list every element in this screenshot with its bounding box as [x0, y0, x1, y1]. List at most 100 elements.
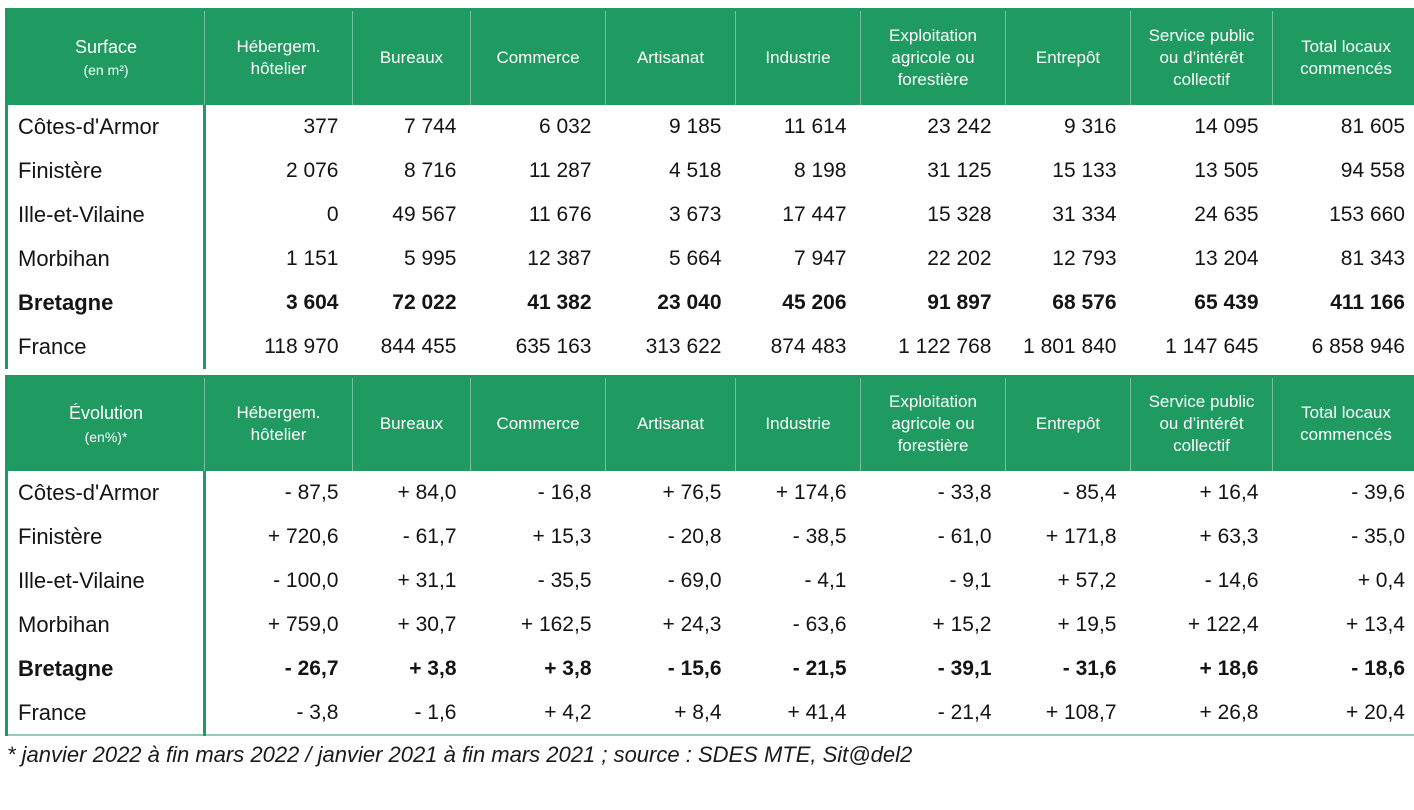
value-cell: + 3,8 — [352, 647, 471, 691]
table-row: Bretagne 3 604 72 022 41 382 23 040 45 206 91 … — [6, 280, 1414, 325]
value-cell: - 85,4 — [1005, 471, 1131, 515]
value-cell: - 87,5 — [204, 471, 353, 515]
value-cell: - 3,8 — [204, 691, 353, 735]
value-cell: 41 382 — [470, 280, 606, 325]
column-header-total: Total locaux commencés — [1272, 9, 1414, 105]
value-cell: 13 505 — [1130, 148, 1273, 193]
column-header-total: Total locaux commencés — [1272, 376, 1414, 471]
value-cell: + 84,0 — [352, 471, 471, 515]
value-cell: 65 439 — [1130, 280, 1273, 325]
value-cell: 6 858 946 — [1272, 324, 1414, 369]
value-cell: 9 185 — [605, 104, 736, 149]
value-cell: 11 614 — [735, 104, 861, 149]
value-cell: + 20,4 — [1272, 691, 1414, 735]
value-cell: 6 032 — [470, 104, 606, 149]
value-cell: - 39,6 — [1272, 471, 1414, 515]
row-label: France — [6, 691, 206, 735]
value-cell: - 9,1 — [860, 559, 1006, 603]
evolution-table: Évolution (en%)* Hébergem. hôtelier Bure… — [5, 374, 1414, 736]
value-cell: 411 166 — [1272, 280, 1414, 325]
value-cell: - 35,5 — [470, 559, 606, 603]
surface-corner-cell: Surface (en m²) — [6, 9, 205, 105]
column-header-exploitation: Exploitation agricole ou forestière — [860, 376, 1006, 471]
value-cell: + 16,4 — [1130, 471, 1273, 515]
value-cell: 313 622 — [605, 324, 736, 369]
column-header-artisanat: Artisanat — [605, 376, 736, 471]
value-cell: 3 604 — [204, 280, 353, 325]
value-cell: - 63,6 — [735, 603, 861, 647]
surface-header-row: Surface (en m²) Hébergem. hôtelier Burea… — [6, 9, 1414, 105]
value-cell: + 108,7 — [1005, 691, 1131, 735]
value-cell: 31 125 — [860, 148, 1006, 193]
table-row: Ille-et-Vilaine - 100,0 + 31,1- 35,5- 69,0… — [6, 559, 1414, 603]
row-label: Côtes-d'Armor — [6, 104, 206, 149]
value-cell: + 18,6 — [1130, 647, 1273, 691]
value-cell: - 31,6 — [1005, 647, 1131, 691]
column-header-bureaux: Bureaux — [352, 376, 471, 471]
value-cell: - 33,8 — [860, 471, 1006, 515]
value-cell: + 174,6 — [735, 471, 861, 515]
value-cell: 13 204 — [1130, 236, 1273, 281]
value-cell: 72 022 — [352, 280, 471, 325]
value-cell: 5 664 — [605, 236, 736, 281]
footnote: * janvier 2022 à fin mars 2022 / janvier… — [7, 742, 913, 767]
value-cell: - 38,5 — [735, 515, 861, 559]
value-cell: + 0,4 — [1272, 559, 1414, 603]
column-header-bureaux: Bureaux — [352, 9, 471, 105]
value-cell: 1 801 840 — [1005, 324, 1131, 369]
value-cell: - 4,1 — [735, 559, 861, 603]
value-cell: + 15,3 — [470, 515, 606, 559]
row-label: Finistère — [6, 515, 206, 559]
value-cell: - 18,6 — [1272, 647, 1414, 691]
value-cell: 9 316 — [1005, 104, 1131, 149]
value-cell: 81 343 — [1272, 236, 1414, 281]
surface-corner-subtitle: (en m²) — [83, 62, 129, 79]
value-cell: 1 122 768 — [860, 324, 1006, 369]
value-cell: + 15,2 — [860, 603, 1006, 647]
value-cell: + 31,1 — [352, 559, 471, 603]
value-cell: 91 897 — [860, 280, 1006, 325]
column-header-entrepot: Entrepôt — [1005, 376, 1131, 471]
value-cell: 874 483 — [735, 324, 861, 369]
row-label: Bretagne — [6, 647, 206, 691]
column-header-industrie: Industrie — [735, 9, 861, 105]
value-cell: - 21,5 — [735, 647, 861, 691]
column-header-hebergement: Hébergem. hôtelier — [204, 376, 353, 471]
value-cell: - 35,0 — [1272, 515, 1414, 559]
table-row: Finistère + 720,6- 61,7 + 15,3- 20,8- 38,5… — [6, 515, 1414, 559]
value-cell: - 39,1 — [860, 647, 1006, 691]
value-cell: - 61,0 — [860, 515, 1006, 559]
column-header-commerce: Commerce — [470, 376, 606, 471]
value-cell: 49 567 — [352, 192, 471, 237]
value-cell: - 21,4 — [860, 691, 1006, 735]
table-row: Finistère 2 076 8 716 11 287 4 518 8 198 31 12… — [6, 148, 1414, 193]
surface-table: Surface (en m²) Hébergem. hôtelier Burea… — [5, 8, 1414, 369]
row-label: Côtes-d'Armor — [6, 471, 206, 515]
value-cell: - 15,6 — [605, 647, 736, 691]
surface-corner-title: Surface — [74, 36, 138, 57]
value-cell: 7 744 — [352, 104, 471, 149]
evolution-corner-subtitle: (en%)* — [84, 428, 128, 445]
value-cell: 45 206 — [735, 280, 861, 325]
value-cell: 1 151 — [204, 236, 353, 281]
value-cell: 844 455 — [352, 324, 471, 369]
value-cell: 5 995 — [352, 236, 471, 281]
value-cell: - 69,0 — [605, 559, 736, 603]
value-cell: 94 558 — [1272, 148, 1414, 193]
table-row: Ille-et-Vilaine 0 49 567 11 676 3 673 17 447 1… — [6, 192, 1414, 237]
value-cell: 14 095 — [1130, 104, 1273, 149]
column-header-service-public: Service public ou d’intérêt collectif — [1130, 9, 1273, 105]
value-cell: - 26,7 — [204, 647, 353, 691]
value-cell: 12 387 — [470, 236, 606, 281]
value-cell: + 26,8 — [1130, 691, 1273, 735]
value-cell: 3 673 — [605, 192, 736, 237]
value-cell: 12 793 — [1005, 236, 1131, 281]
table-row: Côtes-d'Armor - 87,5 + 84,0- 16,8 + 76,5 + 1… — [6, 471, 1414, 515]
value-cell: 8 198 — [735, 148, 861, 193]
value-cell: - 100,0 — [204, 559, 353, 603]
value-cell: + 63,3 — [1130, 515, 1273, 559]
value-cell: + 30,7 — [352, 603, 471, 647]
value-cell: + 19,5 — [1005, 603, 1131, 647]
value-cell: + 122,4 — [1130, 603, 1273, 647]
table-row: Côtes-d'Armor 377 7 744 6 032 9 185 11 614 23 … — [6, 104, 1414, 149]
